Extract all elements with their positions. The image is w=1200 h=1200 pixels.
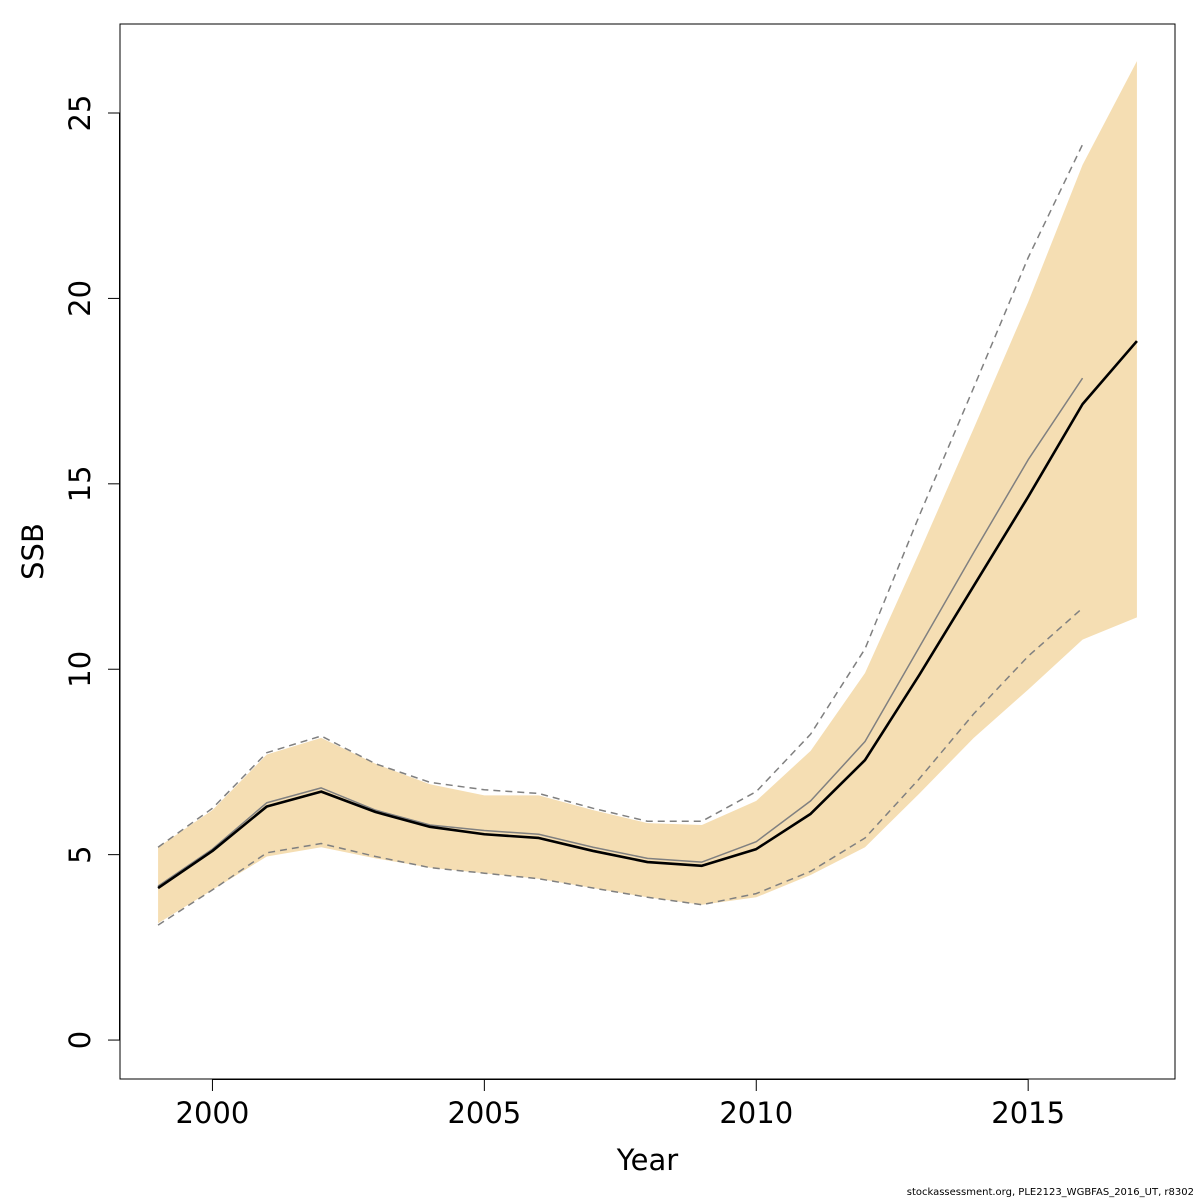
x-tick-label: 2005 <box>447 1096 521 1130</box>
y-tick-label: 25 <box>63 95 97 132</box>
y-axis-title: SSB <box>16 523 50 580</box>
x-tick-label: 2000 <box>176 1096 250 1130</box>
ssb-estimate-line <box>157 340 1138 890</box>
y-tick-label: 5 <box>63 845 97 863</box>
x-axis-title: Year <box>616 1143 678 1177</box>
ssb-previous-upper-bound-line <box>157 144 1084 848</box>
y-tick-label: 0 <box>63 1031 97 1049</box>
confidence-band-layer <box>158 61 1137 924</box>
axis-layer: 2000 2005 2010 2015 0 5 10 15 20 25 <box>63 95 1065 1130</box>
series-layer <box>157 144 1138 926</box>
y-tick-label: 10 <box>63 651 97 688</box>
confidence-band <box>158 61 1137 924</box>
ssb-previous-estimate-line <box>157 377 1084 887</box>
y-tick-label: 20 <box>63 280 97 317</box>
y-tick-label: 15 <box>63 465 97 502</box>
x-tick-label: 2010 <box>719 1096 793 1130</box>
footer-credit: stockassessment.org, PLE2123_WGBFAS_2016… <box>906 1187 1194 1198</box>
ssb-previous-lower-bound-line <box>157 607 1084 926</box>
x-tick-label: 2015 <box>991 1096 1065 1130</box>
